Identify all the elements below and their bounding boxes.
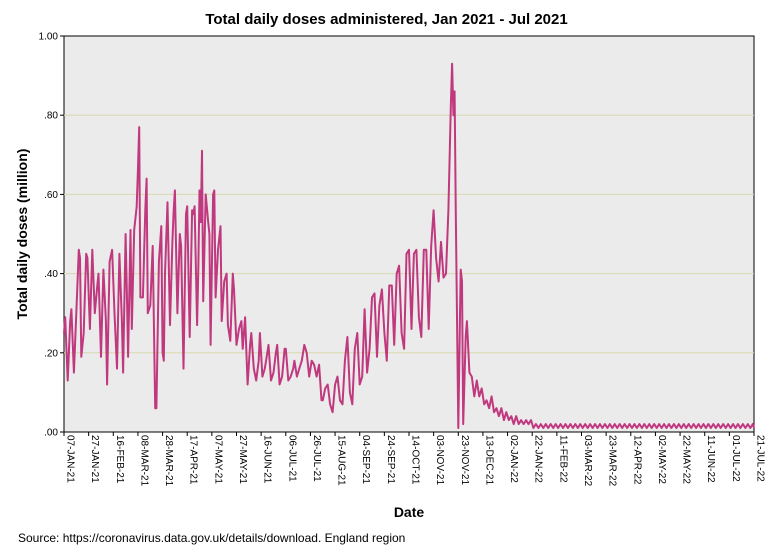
y-tick-label: .40 [44, 269, 58, 280]
x-tick-label: 06-JUL-21 [286, 435, 297, 482]
x-tick-label: 03-NOV-21 [434, 435, 445, 485]
x-tick-label: 23-MAR-22 [607, 435, 618, 487]
x-tick-label: 23-NOV-21 [459, 435, 470, 485]
x-tick-label: 02-MAY-22 [656, 435, 667, 484]
gridlines [64, 114, 754, 354]
y-axis: .00 .20 .40 .60 .80 1.00 [39, 32, 64, 439]
y-tick-label: 1.00 [39, 32, 59, 43]
y-axis-title: Total daily doses (million) [14, 149, 30, 320]
x-tick-label: 13-DEC-21 [483, 435, 494, 485]
x-tick-label: 04-SEP-21 [360, 435, 371, 484]
x-tick-label: 26-JUL-21 [311, 435, 322, 482]
x-tick-label: 11-JUN-22 [705, 435, 716, 483]
x-tick-label: 02-JAN-22 [508, 435, 519, 483]
x-axis: 07-JAN-21 27-JAN-21 16-FEB-21 08-MAR-21 28-M… [63, 432, 766, 487]
x-tick-label: 17-APR-21 [188, 435, 199, 485]
x-tick-label: 27-MAY-21 [237, 435, 248, 484]
x-tick-label: 16-JUN-21 [262, 435, 273, 484]
x-tick-label: 12-APR-22 [631, 435, 642, 485]
x-tick-label: 16-FEB-21 [114, 435, 125, 484]
series-layer [63, 62, 755, 429]
x-tick-label: 27-JAN-21 [89, 435, 100, 483]
y-tick-label: .00 [44, 428, 58, 439]
x-tick-label: 07-MAY-21 [212, 435, 223, 484]
chart-title: Total daily doses administered, Jan 2021… [205, 11, 568, 28]
x-axis-title: Date [394, 504, 425, 520]
x-tick-label: 11-FEB-22 [557, 435, 568, 483]
x-tick-label: 24-SEP-21 [385, 435, 396, 484]
source-note: Source: https://coronavirus.data.gov.uk/… [18, 531, 406, 545]
x-tick-label: 22-JAN-22 [533, 435, 544, 483]
y-tick-label: .60 [44, 190, 58, 201]
x-tick-label: 21-JUL-22 [755, 435, 766, 482]
x-tick-label: 14-OCT-21 [410, 435, 421, 485]
y-tick-label: .80 [44, 111, 58, 122]
series-line [63, 62, 755, 429]
x-tick-label: 03-MAR-22 [582, 435, 593, 487]
x-tick-label: 15-AUG-21 [336, 435, 347, 486]
y-tick-label: .20 [44, 348, 58, 359]
x-tick-label: 22-MAY-22 [681, 435, 692, 484]
x-tick-label: 01-JUL-22 [730, 435, 741, 482]
x-tick-label: 28-MAR-21 [163, 435, 174, 487]
x-tick-label: 07-JAN-21 [65, 435, 76, 483]
x-tick-label: 08-MAR-21 [138, 435, 149, 487]
